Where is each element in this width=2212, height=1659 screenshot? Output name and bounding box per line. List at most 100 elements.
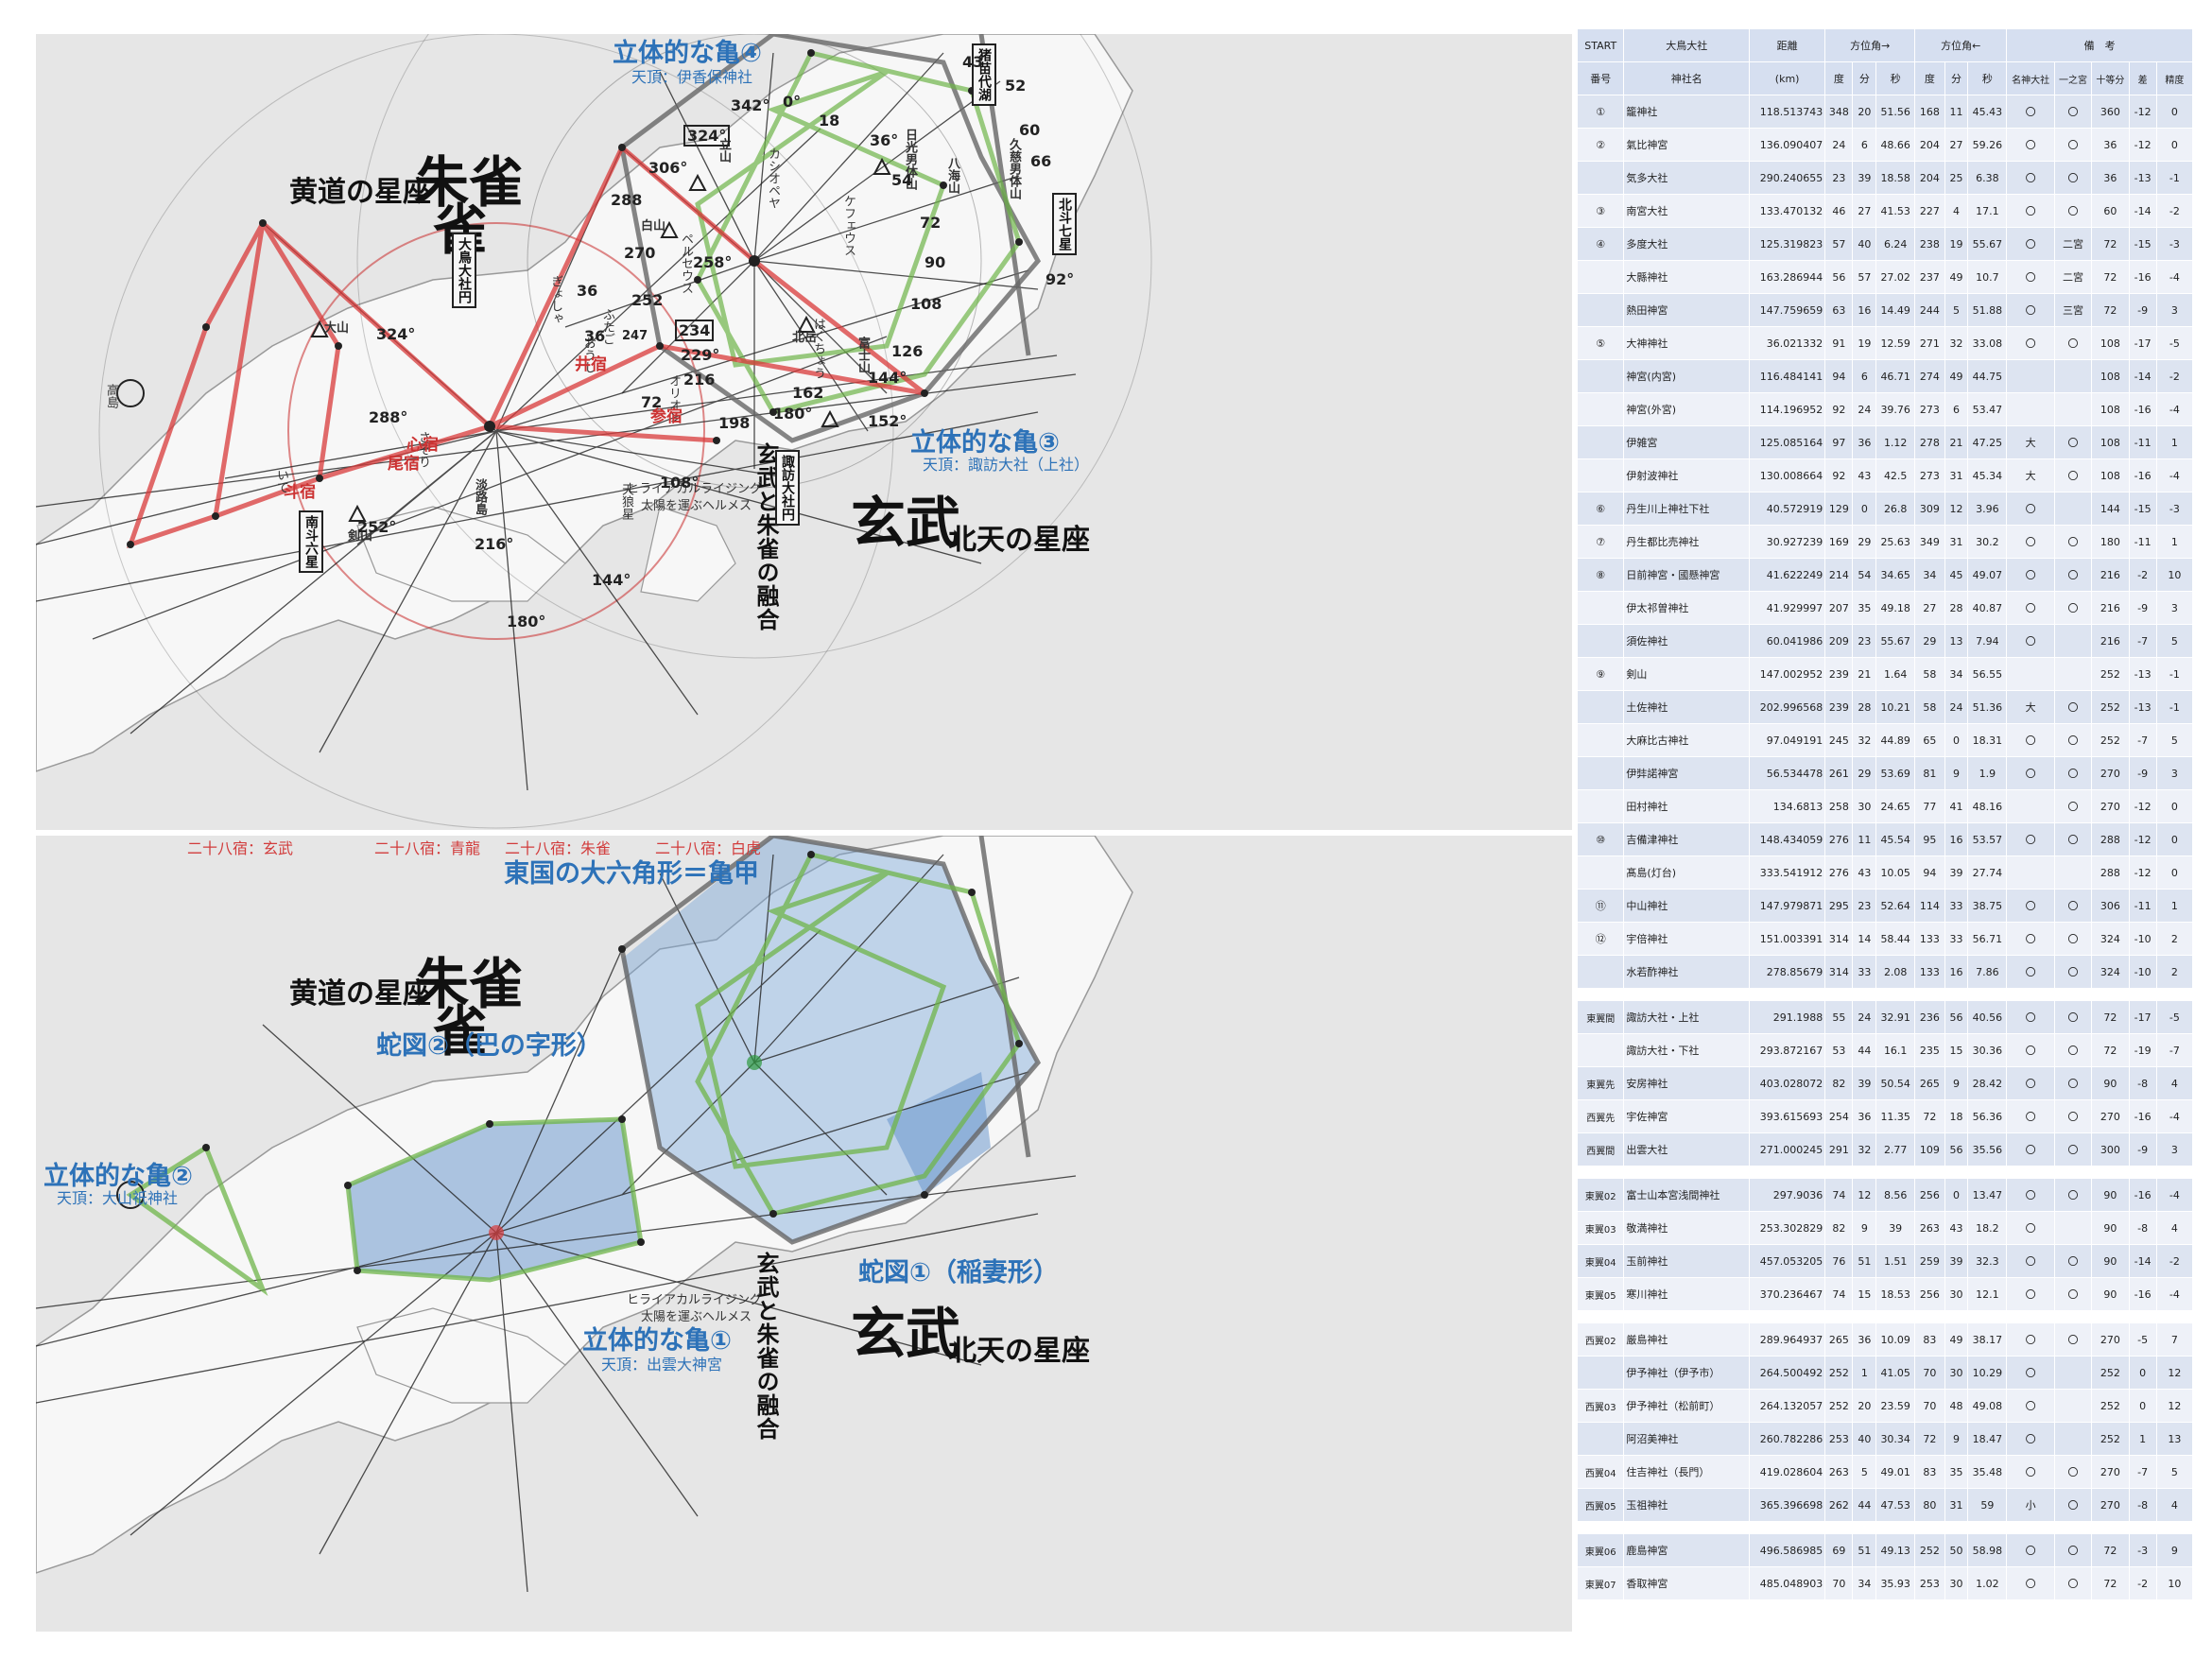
table-cell: 496.586985 [1748,1533,1826,1567]
table-cell: 70 [1914,1356,1945,1390]
th-sub-10: 一之宮 [2053,61,2093,95]
table-cell: 14.49 [1875,293,1916,327]
deg-342: 342° [731,96,770,114]
suzaku-label-bottom: 朱雀 [414,952,525,1016]
th-sub-4: 分 [1852,61,1877,95]
table-cell: ④ [1576,227,1625,261]
table-cell: 41.05 [1875,1356,1916,1390]
table-row: 神宮(外宮) 114.196952 92 24 39.76 273 6 53.47 108 -16… [1576,392,2194,426]
deg-252b: 252° [357,518,397,536]
table-cell: 333.541912 [1748,855,1826,890]
table-cell: -7 [2128,723,2157,757]
table-cell: -10 [2128,922,2157,956]
table-cell [1576,955,1625,989]
table-cell: 〇 [2053,1033,2093,1067]
table-cell: -13 [2128,690,2157,724]
caption-suzaku: 二十八宿：朱雀 [505,839,612,857]
table-row: 諏訪大社・下社 293.872167 53 44 16.1 235 15 30.36 〇〇 72-… [1576,1033,2194,1067]
table-row: ③ 南宮大社 133.470132 46 27 41.53 227 4 17.1 〇〇 60 -14-… [1576,194,2194,228]
table-cell: 〇 [2053,922,2093,956]
table-cell: 114.196952 [1748,392,1826,426]
table-cell: 34 [1944,657,1969,691]
table-cell: 30 [1944,1566,1969,1600]
table-cell: 245 [1824,723,1854,757]
const-orion: オリオン [666,374,681,423]
table-cell: 51.88 [1967,293,2008,327]
table-cell: 2 [2155,955,2194,989]
table-cell: 35.56 [1967,1132,2008,1166]
table-cell: 39 [1944,855,1969,890]
table-cell: -16 [2128,458,2157,493]
table-cell: 10.7 [1967,260,2008,294]
table-cell: 209 [1824,624,1854,658]
table-cell: -12 [2128,855,2157,890]
table-cell: 〇 [2053,789,2093,823]
table-cell: 43 [1852,855,1877,890]
table-cell: 〇 [2006,1422,2055,1456]
table-cell: 41.53 [1875,194,1916,228]
table-cell: 0 [2155,95,2194,129]
table-cell: -1 [2155,690,2194,724]
table-cell: 須佐神社 [1623,624,1750,658]
table-cell: -8 [2128,1488,2157,1522]
th-sub-9: 名神大社 [2006,61,2055,95]
table-cell: 東翼05 [1576,1277,1625,1311]
table-cell: 籠神社 [1623,95,1750,129]
table-cell: -9 [2128,293,2157,327]
table-cell: 35.48 [1967,1455,2008,1489]
table-cell: 72 [2091,293,2130,327]
table-cell: 32 [1944,326,1969,360]
deg-288: 288 [611,191,643,209]
table-row: ⑧ 日前神宮・國懸神宮 41.622249 214 54 34.65 34 45 49.07 〇〇… [1576,558,2194,592]
const-cygnus: はくちょう [811,318,825,379]
mansion-shin: 心宿 [406,436,439,455]
table-cell: 108 [2091,425,2130,459]
table-cell: 125.085164 [1748,425,1826,459]
table-cell: 48.66 [1875,128,1916,162]
deg-216: 216 [683,371,716,389]
table-cell: 41.622249 [1748,558,1826,592]
const-perseus: ペルセウス [679,233,693,294]
table-cell [2006,657,2055,691]
th-sub-11: 十等分 [2091,61,2130,95]
table-cell: 74 [1824,1178,1854,1212]
table-cell: 263 [1914,1211,1945,1245]
table-cell: 50 [1944,1533,1969,1567]
table-cell: 23 [1824,161,1854,195]
table-cell: 伊予神社（伊予市） [1623,1356,1750,1390]
table-cell: 293.872167 [1748,1033,1826,1067]
caption-seiryu: 二十八宿：青龍 [374,839,481,857]
table-row: 西翼04 住吉神社（長門） 419.028604 263 5 49.01 83 35 35.48… [1576,1455,2194,1489]
table-cell: 35 [1852,591,1877,625]
table-cell: 21 [1944,425,1969,459]
table-cell: 36 [2091,161,2130,195]
table-row: 西翼03 伊予神社（松前町） 264.132057 252 20 23.59 70 48 49.… [1576,1389,2194,1423]
table-cell: 10 [2155,1566,2194,1600]
table-cell: 51 [1852,1533,1877,1567]
table-cell: -12 [2128,789,2157,823]
table-cell: ① [1576,95,1625,129]
table-row: ⑦ 丹生都比売神社 30.927239 169 29 25.63 349 31 30.2 〇〇 18… [1576,525,2194,559]
table-cell: 3 [2155,591,2194,625]
table-cell: 214 [1824,558,1854,592]
table-row: 伊予神社（伊予市） 264.500492 252 1 41.05 70 30 10.29 〇 25… [1576,1356,2194,1390]
table-row: 伊雑宮 125.085164 97 36 1.12 278 21 47.25 大〇 108 -11 1 [1576,425,2194,459]
deg-92: 92° [1046,270,1075,288]
th-origin: 大鳥大社 [1623,28,1750,62]
table-cell: 36 [1852,1322,1877,1357]
table-cell: 40.572919 [1748,492,1826,526]
table-cell [2053,392,2093,426]
top-map-graphic [36,34,1572,830]
table-cell: 〇 [2053,591,2093,625]
deg-229: 229° [681,346,720,364]
table-cell: 72 [2091,1000,2130,1034]
table-cell: 〇 [2006,822,2055,856]
table-cell: 147.979871 [1748,889,1826,923]
table-cell: 180 [2091,525,2130,559]
box-hokuto: 北斗七星 [1052,193,1077,255]
turtle4-label: 立体的な亀④ [613,39,762,68]
table-cell: 6.24 [1875,227,1916,261]
table-cell: 239 [1824,690,1854,724]
table-cell: 260.782286 [1748,1422,1826,1456]
table-cell: 168 [1914,95,1945,129]
